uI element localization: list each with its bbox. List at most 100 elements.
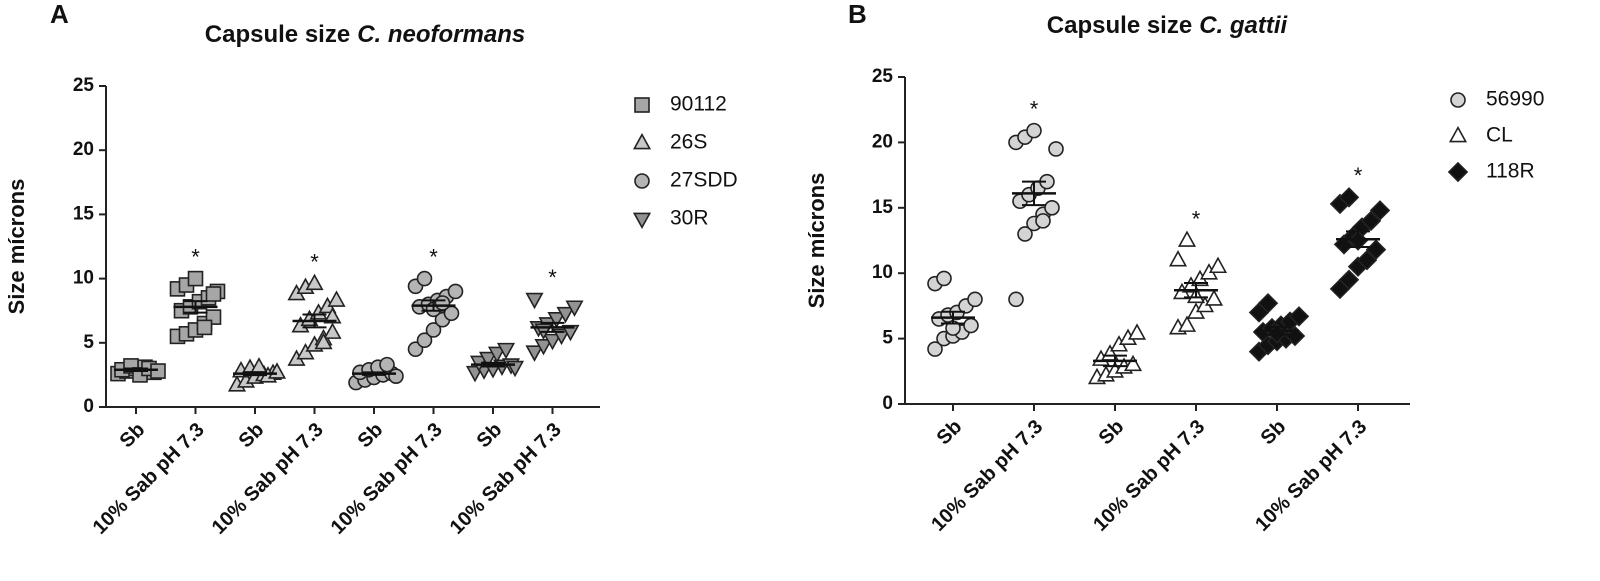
data-point <box>963 317 979 334</box>
data-point <box>1338 187 1360 208</box>
error-bar <box>1265 325 1289 336</box>
data-point <box>1008 291 1024 308</box>
data-point <box>1356 249 1378 271</box>
data-point <box>1257 293 1279 314</box>
data-point <box>967 291 983 308</box>
x-tick-label: Sb <box>235 419 269 453</box>
data-point <box>187 270 204 287</box>
chart-title: Capsule size C. gattii <box>1047 12 1289 39</box>
data-point <box>196 319 213 336</box>
significance-marker: * <box>191 244 200 269</box>
data-point <box>327 290 346 307</box>
legend-label: 27SDD <box>670 169 738 192</box>
legend-marker <box>1450 92 1466 108</box>
x-tick-label: 10% Sab pH 7.3 <box>327 419 447 539</box>
data-point <box>1048 141 1064 157</box>
x-tick-label: 10% Sab pH 7.3 <box>208 419 328 539</box>
data-point <box>1168 250 1188 267</box>
significance-marker: * <box>310 250 319 275</box>
data-point <box>305 273 324 291</box>
legend-marker <box>1447 161 1469 183</box>
title-text: Capsule size <box>1047 12 1192 39</box>
data-point <box>936 270 952 287</box>
y-tick-label: 20 <box>872 131 893 152</box>
significance-marker: * <box>429 244 438 269</box>
error-bar <box>243 371 267 377</box>
x-tick-label: Sb <box>354 419 388 453</box>
data-point <box>447 283 464 300</box>
data-point <box>1177 230 1197 247</box>
x-tick-label: Sb <box>1257 416 1291 450</box>
legend-label: 118R <box>1486 160 1535 183</box>
data-point <box>379 356 395 373</box>
data-point <box>1177 315 1197 332</box>
error-bar <box>481 361 505 368</box>
error-bar <box>1184 282 1208 299</box>
data-point <box>1360 210 1382 232</box>
data-point <box>323 322 342 339</box>
y-axis-label: Size mícrons <box>4 179 29 315</box>
error-bar <box>1022 180 1046 207</box>
data-point <box>1017 226 1033 242</box>
legend-label: 90112 <box>670 93 727 116</box>
data-point <box>1123 354 1143 372</box>
x-tick-label: Sb <box>1095 416 1129 450</box>
y-tick-label: 10 <box>73 268 94 289</box>
data-point <box>487 346 507 364</box>
data-point <box>543 333 562 351</box>
error-bar <box>362 371 386 376</box>
y-tick-label: 10 <box>872 262 893 283</box>
y-tick-label: 0 <box>882 393 893 414</box>
x-tick-label: Sb <box>116 419 150 453</box>
data-point <box>927 341 943 357</box>
data-point <box>314 332 333 350</box>
data-point <box>1204 289 1224 306</box>
legend-marker <box>632 212 652 230</box>
data-point <box>1284 325 1306 347</box>
data-point <box>565 300 584 317</box>
error-bar <box>124 367 148 373</box>
legend-label: 26S <box>670 131 707 154</box>
data-point <box>1288 306 1310 327</box>
data-point <box>1369 200 1391 221</box>
chart-title: Capsule size C. neoformans <box>205 21 525 48</box>
y-tick-label: 5 <box>83 332 94 353</box>
data-point <box>552 328 571 346</box>
x-tick-label: Sb <box>933 416 967 450</box>
error-bar <box>1103 354 1127 368</box>
data-point <box>1026 122 1042 139</box>
data-point <box>1338 269 1360 290</box>
data-point <box>205 286 222 302</box>
title-species: C. gattii <box>1199 12 1288 39</box>
data-point <box>1208 256 1228 274</box>
y-tick-label: 25 <box>872 66 894 87</box>
y-tick-label: 5 <box>882 328 893 349</box>
data-point <box>323 307 342 324</box>
legend-marker <box>634 173 650 189</box>
data-point <box>525 292 544 310</box>
error-bar <box>1346 230 1370 249</box>
legend-label: CL <box>1486 124 1513 147</box>
title-species: C. neoformans <box>357 21 525 48</box>
data-point <box>416 270 433 287</box>
data-point <box>425 322 442 338</box>
y-axis-label: Size mícrons <box>804 173 829 309</box>
significance-marker: * <box>548 265 557 290</box>
panel-label: B <box>848 0 867 29</box>
x-tick-label: 10% Sab pH 7.3 <box>446 419 566 539</box>
error-bar <box>183 300 208 314</box>
data-point <box>496 342 516 360</box>
error-bar <box>421 299 446 312</box>
data-point <box>525 345 544 362</box>
y-tick-label: 20 <box>73 139 94 160</box>
y-tick-label: 15 <box>73 203 95 224</box>
x-tick-label: Sb <box>473 419 507 453</box>
legend-marker <box>634 97 650 113</box>
error-bar <box>941 310 965 325</box>
x-tick-label: 10% Sab pH 7.3 <box>89 419 209 539</box>
error-bar <box>302 313 327 329</box>
data-point <box>556 306 575 324</box>
title-text: Capsule size <box>205 21 350 48</box>
data-point <box>1127 323 1147 340</box>
